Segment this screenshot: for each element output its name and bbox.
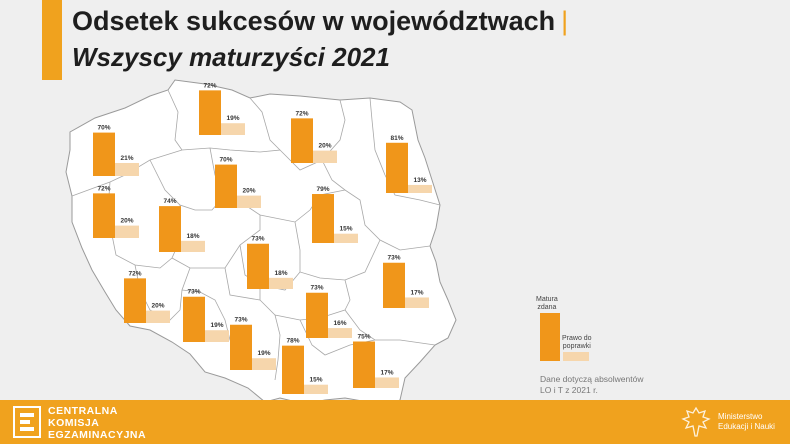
data-note: Dane dotyczą absolwentów LO i T z 2021 r… [540,374,643,396]
bar-retake-10 [146,310,170,323]
legend-pass-line2: zdana [537,304,557,311]
bar-pass-8 [247,243,269,289]
label-retake-0: 21% [120,155,133,162]
label-retake-6: 20% [242,188,255,195]
bar-pass-13 [306,292,328,338]
data-note-line2: LO i T z 2021 r. [540,385,598,395]
label-retake-14: 15% [309,377,322,384]
label-pass-14: 78% [286,338,299,345]
label-retake-4: 20% [120,218,133,225]
legend-retake-label: Prawo do poprawki [562,335,592,351]
footer-bar [0,400,790,444]
bar-retake-7 [334,233,358,243]
title-accent-bar [42,0,62,80]
label-retake-1: 19% [226,115,239,122]
bar-pass-9 [383,262,405,308]
ministry-name: Ministerstwo Edukacji i Nauki [718,412,775,432]
bar-pass-10 [124,278,146,323]
page-subtitle: Wszyscy maturzyści 2021 [72,42,390,72]
bar-pass-15 [353,341,375,388]
label-pass-7: 79% [316,186,329,193]
bar-pass-11 [183,296,205,342]
voivodeship-map-chart: 70% 21% 72% 19% 72% 20% 81% 13% 72% 20% 74% 18% 70% 2… [65,79,589,400]
label-retake-11: 19% [210,322,223,329]
bar-pass-3 [386,142,408,193]
ministry-line2: Edukacji i Nauki [718,422,775,431]
bar-retake-2 [313,150,337,163]
legend-pass-line1: Matura [536,296,558,303]
legend-swatch-retake [563,352,589,361]
cke-logo-icon [13,406,41,438]
legend-retake-line2: poprawki [562,343,591,350]
label-pass-2: 72% [295,110,308,117]
label-retake-13: 16% [333,320,346,327]
label-pass-3: 81% [390,135,403,142]
legend [540,313,589,361]
label-pass-4: 72% [97,185,110,192]
bar-retake-3 [408,184,432,193]
label-retake-5: 18% [186,233,199,240]
label-retake-15: 17% [380,369,393,376]
label-pass-11: 73% [187,289,200,296]
label-retake-12: 19% [257,350,270,357]
legend-pass-label: Matura zdana [536,296,558,312]
label-pass-0: 70% [97,125,110,132]
bars-layer: 70% 21% 72% 19% 72% 20% 81% 13% 72% 20% 74% 18% 70% 2… [93,82,432,394]
label-pass-9: 73% [387,255,400,262]
cke-logo-text: CENTRALNA KOMISJA EGZAMINACYJNA [48,405,146,441]
bar-retake-14 [304,384,328,394]
legend-swatch-pass [540,313,560,361]
label-pass-13: 73% [310,285,323,292]
label-retake-7: 15% [339,226,352,233]
label-retake-10: 20% [151,303,164,310]
label-retake-2: 20% [318,143,331,150]
bar-pass-7 [312,194,334,243]
label-retake-3: 13% [413,177,426,184]
bar-retake-5 [181,240,205,252]
bar-pass-14 [282,345,304,394]
bar-retake-1 [221,123,245,135]
bar-pass-5 [159,206,181,252]
label-retake-9: 17% [410,289,423,296]
label-pass-10: 72% [128,270,141,277]
bar-pass-6 [215,164,237,208]
bar-retake-4 [115,225,139,238]
logo-line1: CENTRALNA [48,405,118,417]
bar-pass-1 [199,90,221,135]
bar-pass-2 [291,118,313,163]
label-pass-15: 75% [357,334,370,341]
bar-retake-0 [115,162,139,176]
logo-line3: EGZAMINACYJNA [48,429,147,441]
ministry-line1: Ministerstwo [718,412,763,421]
bar-pass-12 [230,324,252,370]
bar-retake-12 [252,358,276,370]
title-text: Odsetek sukcesów w województwach [72,6,556,36]
bar-retake-9 [405,297,429,308]
bar-retake-11 [205,330,229,342]
label-pass-5: 74% [163,198,176,205]
data-note-line1: Dane dotyczą absolwentów [540,374,644,384]
label-pass-1: 72% [203,82,216,89]
label-pass-6: 70% [219,157,232,164]
label-pass-12: 73% [234,317,247,324]
label-pass-8: 73% [251,236,264,243]
page-title: Odsetek sukcesów w województwach | [72,6,568,37]
legend-retake-line1: Prawo do [562,335,592,342]
title-separator: | [561,6,569,36]
bar-retake-8 [269,277,293,289]
bar-retake-13 [328,328,352,338]
label-retake-8: 18% [274,270,287,277]
bar-retake-15 [375,377,399,388]
bar-pass-4 [93,193,115,238]
bar-retake-6 [237,195,261,208]
eagle-emblem-icon [681,406,711,437]
logo-line2: KOMISJA [48,417,100,429]
bar-pass-0 [93,132,115,176]
